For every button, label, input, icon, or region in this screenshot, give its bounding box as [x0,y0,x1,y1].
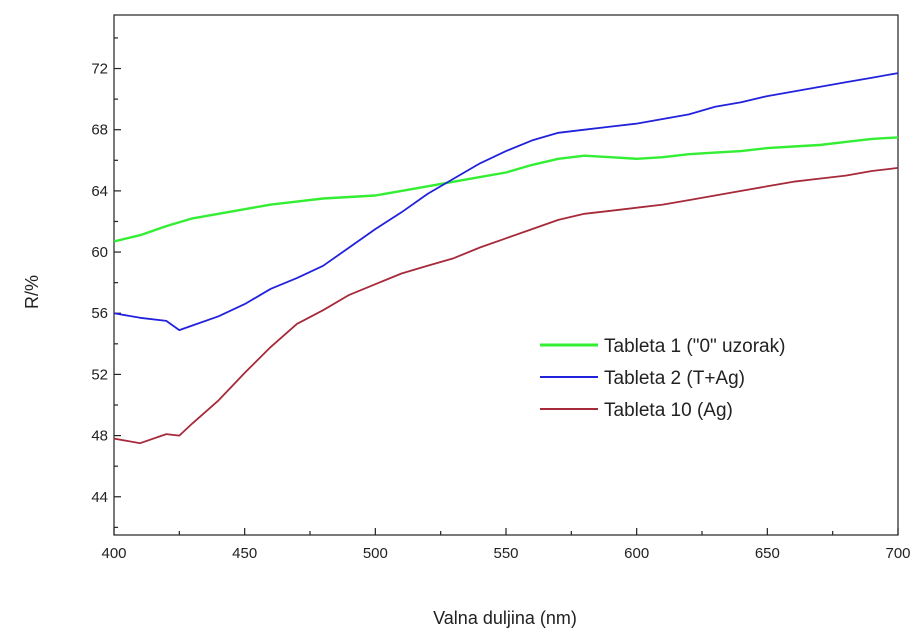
series-line-3 [113,167,899,445]
axes [113,14,899,536]
x-tick-label: 650 [755,545,780,562]
legend: Tableta 1 ("0" uzorak) Tableta 2 (T+Ag) Ta… [540,336,785,421]
y-tick-label: 56 [91,305,108,322]
series-line-1 [113,136,899,243]
y-tick-label: 68 [91,122,108,139]
y-tick-label: 52 [91,366,108,383]
y-tick-label: 44 [91,489,108,506]
legend-label-1: Tableta 1 ("0" uzorak) [604,336,785,357]
x-tick-label: 700 [885,545,910,562]
series-line-2 [113,72,899,331]
legend-label-3: Tableta 10 (Ag) [604,400,733,421]
x-tick-label: 500 [363,545,388,562]
x-axis-title: Valna duljina (nm) [433,608,577,628]
x-tick-label: 600 [624,545,649,562]
y-tick-label: 64 [91,183,108,200]
y-tick-label: 72 [91,61,108,78]
y-tick-label: 60 [91,244,108,261]
x-tick-label: 400 [101,545,126,562]
x-tick-label: 450 [232,545,257,562]
series-lines [113,72,899,445]
tick-labels: 44 48 52 56 60 64 68 72 400 450 500 550 600 650 700 [91,61,910,562]
y-axis-title: R/% [22,275,42,309]
legend-label-2: Tableta 2 (T+Ag) [604,368,745,389]
x-tick-label: 550 [493,545,518,562]
y-tick-label: 48 [91,428,108,445]
